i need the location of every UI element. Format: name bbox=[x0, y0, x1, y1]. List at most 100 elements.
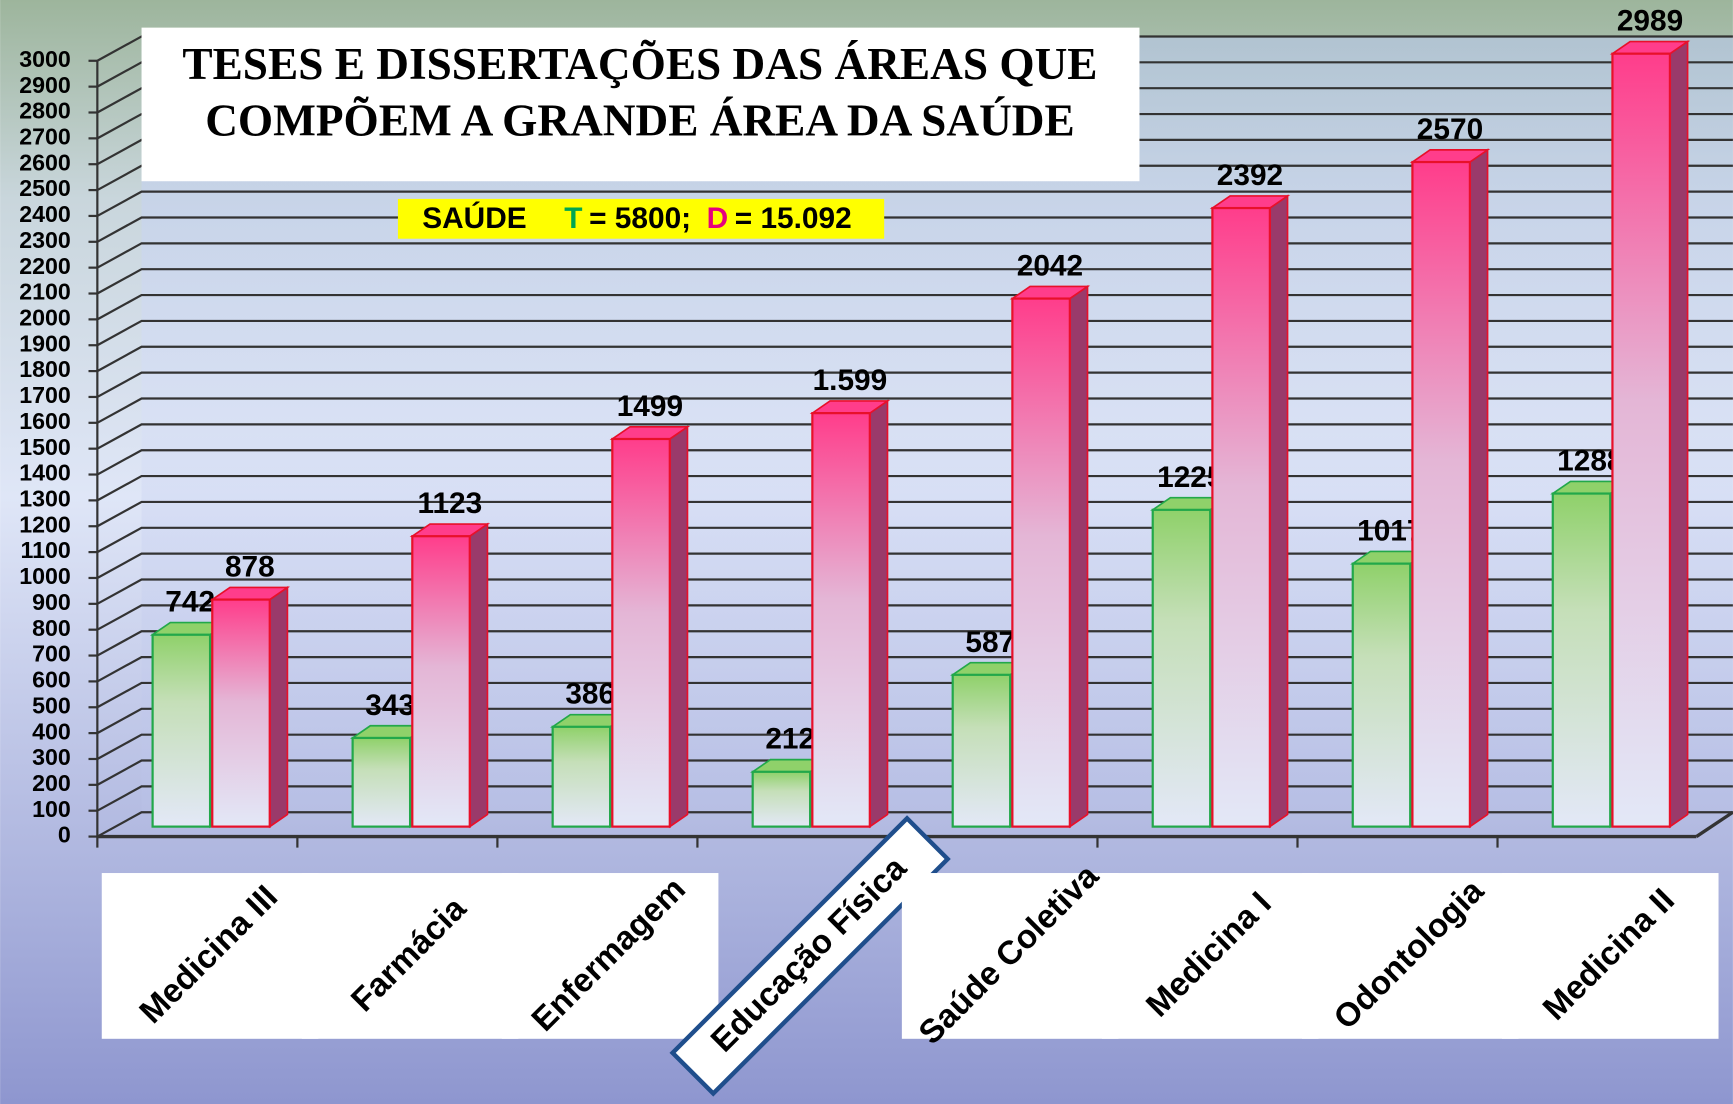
y-tick-label: 800 bbox=[32, 615, 71, 641]
y-tick-label: 1200 bbox=[19, 511, 71, 537]
category-box bbox=[669, 815, 951, 1097]
y-tick-label: 100 bbox=[32, 796, 71, 822]
data-label: 343 bbox=[365, 689, 415, 722]
annotation: SAÚDE T = 5800; D = 15.092 bbox=[422, 201, 851, 235]
data-label: 2989 bbox=[1617, 5, 1683, 38]
category-box bbox=[301, 873, 519, 1039]
data-label: 1.599 bbox=[813, 364, 888, 397]
bar bbox=[211, 598, 271, 828]
bar bbox=[611, 437, 671, 828]
y-tick-label: 2900 bbox=[19, 72, 71, 98]
y-tick-label: 600 bbox=[32, 667, 71, 693]
bar bbox=[1211, 206, 1271, 828]
category-box bbox=[1301, 873, 1519, 1039]
bar bbox=[1611, 52, 1672, 828]
bar-side bbox=[1469, 148, 1489, 829]
bar bbox=[1411, 160, 1471, 828]
annotation-box bbox=[397, 198, 885, 239]
bar bbox=[151, 633, 212, 828]
y-tick-label: 2100 bbox=[19, 279, 71, 305]
y-tick-label: 500 bbox=[32, 692, 71, 718]
category-box bbox=[1501, 873, 1719, 1039]
bar bbox=[811, 412, 871, 828]
grid-line bbox=[96, 423, 1733, 450]
bar-side bbox=[268, 585, 289, 829]
data-label: 212 bbox=[765, 723, 815, 756]
bar bbox=[1351, 562, 1412, 828]
bar bbox=[951, 673, 1012, 828]
chart-title: TESES E DISSERTAÇÕES DAS ÁREAS QUE bbox=[182, 39, 1097, 89]
annotation-d-text: = 15.092 bbox=[735, 202, 852, 235]
category-box bbox=[101, 873, 319, 1039]
y-tick-label: 1700 bbox=[19, 382, 71, 408]
annotation-label: SAÚDE bbox=[422, 201, 526, 235]
y-tick-label: 1100 bbox=[21, 537, 71, 563]
y-tick-label: 1400 bbox=[19, 460, 71, 486]
y-tick-label: 0 bbox=[58, 822, 71, 848]
y-tick-label: 2200 bbox=[19, 253, 71, 279]
chart-title: COMPÕEM A GRANDE ÁREA DA SAÚDE bbox=[205, 95, 1075, 145]
y-tick-label: 700 bbox=[32, 641, 71, 667]
grid-line bbox=[96, 449, 1733, 476]
y-tick-label: 1600 bbox=[19, 408, 71, 434]
y-tick-label: 2800 bbox=[19, 98, 71, 124]
data-label: 1123 bbox=[418, 487, 483, 520]
bar-side bbox=[868, 399, 889, 829]
data-label: 2042 bbox=[1017, 250, 1083, 283]
bar bbox=[351, 736, 412, 828]
y-tick-label: 1500 bbox=[19, 434, 71, 460]
y-tick-label: 2000 bbox=[19, 305, 71, 331]
grid-line bbox=[96, 242, 1733, 269]
category-box bbox=[901, 873, 1119, 1039]
annotation-d: D bbox=[707, 202, 729, 235]
grid-line bbox=[96, 371, 1733, 398]
y-tick-label: 1000 bbox=[19, 563, 71, 589]
data-label: 2392 bbox=[1217, 159, 1283, 192]
data-label: 386 bbox=[565, 678, 615, 711]
grid-line bbox=[96, 397, 1733, 424]
bar bbox=[1551, 492, 1612, 828]
y-tick-label: 2500 bbox=[19, 175, 71, 201]
x-axis bbox=[1695, 810, 1733, 838]
annotation-t: T bbox=[564, 202, 582, 235]
bar-side bbox=[1669, 39, 1689, 829]
category-box bbox=[501, 873, 719, 1039]
y-tick-label: 900 bbox=[32, 589, 71, 615]
category-box bbox=[1101, 873, 1319, 1039]
bar bbox=[1151, 508, 1212, 828]
grid-line bbox=[96, 293, 1733, 321]
y-tick-label: 1300 bbox=[19, 486, 71, 512]
bar-side bbox=[1269, 194, 1289, 829]
y-tick-label: 3000 bbox=[19, 46, 71, 72]
bar-side bbox=[668, 425, 689, 829]
data-label: 2570 bbox=[1417, 113, 1483, 146]
data-label: 742 bbox=[165, 586, 215, 619]
y-tick-label: 1900 bbox=[19, 330, 71, 356]
y-tick-label: 2400 bbox=[19, 201, 71, 227]
bar bbox=[551, 725, 612, 828]
y-tick-label: 300 bbox=[32, 744, 71, 770]
grid-line bbox=[96, 319, 1733, 347]
grid-line bbox=[96, 216, 1733, 243]
data-label: 878 bbox=[225, 551, 275, 584]
data-label: 587 bbox=[965, 626, 1015, 659]
y-tick-label: 400 bbox=[32, 718, 71, 744]
bar bbox=[751, 770, 812, 828]
grid-line bbox=[96, 345, 1733, 373]
y-tick-label: 200 bbox=[32, 770, 71, 796]
data-label: 1499 bbox=[617, 390, 683, 423]
annotation-t-text: = 5800; bbox=[589, 202, 691, 235]
y-tick-label: 1800 bbox=[19, 356, 71, 382]
y-tick-label: 2300 bbox=[19, 227, 71, 253]
y-tick-label: 2700 bbox=[19, 123, 71, 149]
bar-side bbox=[1069, 284, 1089, 829]
bar-side bbox=[468, 522, 489, 829]
grid-line bbox=[96, 474, 1733, 502]
bar bbox=[1011, 297, 1071, 828]
grid-line bbox=[96, 190, 1733, 217]
y-tick-label: 2600 bbox=[19, 149, 71, 175]
bar bbox=[411, 535, 471, 828]
grid-line bbox=[96, 268, 1733, 295]
title-box bbox=[141, 27, 1140, 182]
